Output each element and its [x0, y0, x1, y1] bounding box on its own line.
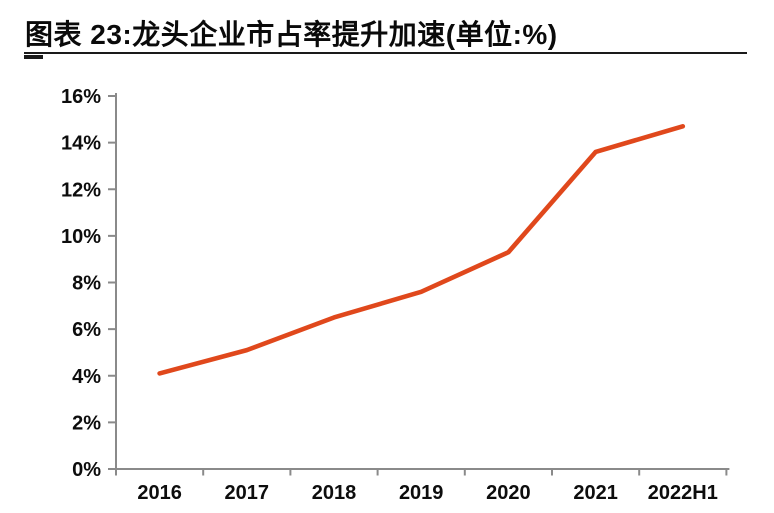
series-line [157, 124, 686, 376]
title-rule [24, 52, 747, 54]
x-tick-label: 2017 [225, 482, 270, 504]
x-tick-label: 2021 [573, 482, 618, 504]
x-tick-label: 2016 [137, 482, 182, 504]
x-tick-label: 2018 [312, 482, 357, 504]
y-tick-label: 14% [61, 133, 101, 155]
x-tick-label: 2022H1 [648, 482, 718, 504]
y-tick-label: 12% [61, 179, 101, 201]
y-tick-label: 2% [72, 412, 101, 434]
x-tick-label: 2019 [399, 482, 444, 504]
title-rule-dash [24, 55, 43, 59]
y-tick-label: 10% [61, 226, 101, 248]
y-tick-label: 4% [72, 366, 101, 388]
y-tick-label: 8% [72, 273, 101, 295]
y-tick-label: 6% [72, 319, 101, 341]
y-tick-label: 0% [72, 459, 101, 481]
y-tick-label: 16% [61, 86, 101, 108]
x-tick-label: 2020 [486, 482, 531, 504]
figure-title: 图表 23:龙头企业市占率提升加速(单位:%) [25, 19, 558, 50]
